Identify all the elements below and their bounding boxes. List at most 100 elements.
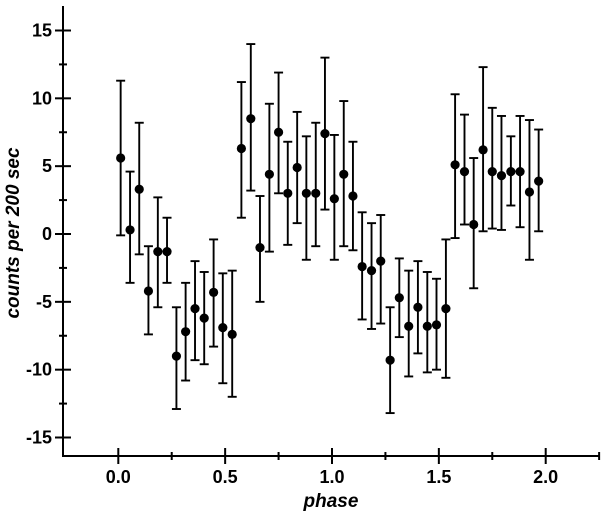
data-point-marker [143,286,154,296]
data-point-marker [209,287,219,297]
data-point-marker [171,351,182,361]
data-point-marker [273,127,284,137]
data-point [134,121,144,256]
data-point [431,277,442,371]
x-tick-label: 0.5 [213,467,238,487]
x-tick-label: 1.0 [319,467,344,487]
data-point [404,269,414,378]
data-point [496,115,507,231]
data-point-marker [376,256,386,266]
data-point-marker [264,169,274,179]
data-point-marker [385,355,395,365]
data-point-marker [348,191,358,201]
data-point [255,195,265,303]
data-point [218,272,228,385]
y-tick-label: -15 [26,428,52,448]
data-point [171,306,182,410]
data-point-marker [413,302,423,312]
data-point [209,238,219,348]
data-point-marker [116,153,126,163]
data-point [329,134,339,261]
data-point [153,196,163,309]
data-point-marker [487,166,497,177]
data-point [227,269,237,398]
data-point [283,140,293,246]
y-tick-label: -5 [36,292,52,312]
data-point-marker [329,194,339,204]
data-point-marker [506,166,516,177]
data-point-marker [478,145,488,155]
data-point [524,119,535,261]
x-axis-title: phase [303,491,359,512]
data-point [236,81,246,219]
data-point [311,121,321,248]
data-point-marker [515,166,525,177]
y-tick-label: 0 [42,224,52,244]
x-tick-label: 1.5 [426,467,451,487]
data-point-marker [199,313,209,323]
data-point [292,110,302,225]
y-tick-label: 10 [32,88,52,108]
data-point [450,93,460,240]
data-point-marker [441,304,451,314]
data-point-marker [431,320,442,330]
data-point-marker [311,188,321,198]
data-point-marker [394,293,404,303]
data-point [413,260,423,355]
data-point [162,216,172,284]
data-point [246,43,256,192]
data-point [181,281,191,382]
data-point [469,157,479,290]
data-point-marker [459,166,470,177]
data-point-marker [496,171,507,181]
data-point-marker [320,129,330,139]
data-point [348,140,358,252]
data-point-marker [246,114,256,124]
data-point [376,214,386,325]
data-point-marker [524,187,535,197]
y-tick-label: 5 [42,156,52,176]
data-point-marker [422,321,432,331]
data-point [357,211,367,321]
data-point [515,115,525,229]
data-point-marker [357,261,367,272]
data-point-marker [227,329,237,339]
data-point [366,222,377,330]
data-point [264,102,274,253]
y-tick-label: 15 [32,20,52,40]
data-point [478,66,488,233]
data-point [125,170,135,284]
data-point [339,100,349,248]
data-point [422,271,432,374]
y-axis-title: counts per 200 sec [3,147,24,319]
x-tick-label: 2.0 [533,467,558,487]
data-point [301,135,311,261]
data-point [116,79,126,237]
data-point-marker [366,266,377,276]
axes-layer: 0.0 0.5 1.0 1.5 2.0 15 10 5 0 -5 -10 -15 [26,6,601,487]
data-point [459,113,470,226]
data-point-marker [236,143,246,154]
data-point [441,238,451,379]
data-point-marker [292,162,302,173]
data-point-marker [450,160,460,170]
data-point-marker [181,327,191,337]
data-point-marker [162,247,172,257]
data-point [394,257,404,339]
data-point [534,128,544,233]
data-point-marker [301,188,311,198]
data-point-marker [534,176,544,186]
data-point-marker [190,304,200,314]
x-tick-label: 0.0 [106,467,131,487]
data-point [273,71,284,195]
data-layer [116,43,544,415]
data-point-marker [339,169,349,179]
data-point [320,56,330,211]
data-point-marker [134,184,144,194]
data-point [487,106,497,230]
data-point-marker [153,247,163,257]
data-point-marker [404,321,414,331]
data-point [199,271,209,366]
data-point [143,245,154,336]
